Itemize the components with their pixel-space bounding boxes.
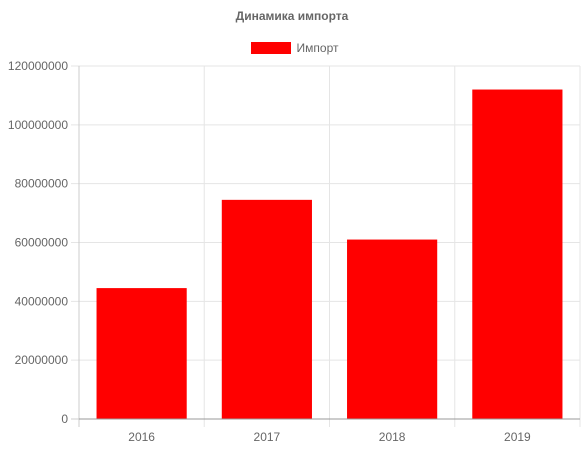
chart-legend: Импорт [0, 41, 584, 55]
bar-2016 [96, 288, 187, 419]
x-tick-label: 2018 [379, 430, 406, 444]
bar-2019 [472, 89, 563, 420]
y-tick-label: 100000000 [8, 118, 68, 132]
x-tick-label: 2017 [254, 430, 281, 444]
y-tick-label: 80000000 [15, 177, 69, 191]
bar-2017 [221, 199, 312, 419]
chart-title: Динамика импорта [235, 9, 349, 23]
bars-layer [96, 89, 563, 420]
x-tick-label: 2016 [128, 430, 155, 444]
legend-item-import[interactable]: Импорт [246, 41, 339, 55]
bar-2018 [347, 239, 438, 419]
y-tick-label: 20000000 [15, 353, 69, 367]
y-tick-label: 0 [61, 412, 68, 426]
labels-layer: 0 20000000 40000000 60000000 80000000 1000000… [8, 59, 531, 444]
x-tick-label: 2019 [504, 430, 531, 444]
legend-swatch [250, 42, 291, 54]
y-tick-label: 120000000 [8, 59, 68, 73]
legend-label: Импорт [296, 41, 339, 55]
y-tick-label: 40000000 [15, 294, 69, 308]
axes-layer [78, 66, 580, 420]
y-tick-label: 60000000 [15, 236, 69, 250]
